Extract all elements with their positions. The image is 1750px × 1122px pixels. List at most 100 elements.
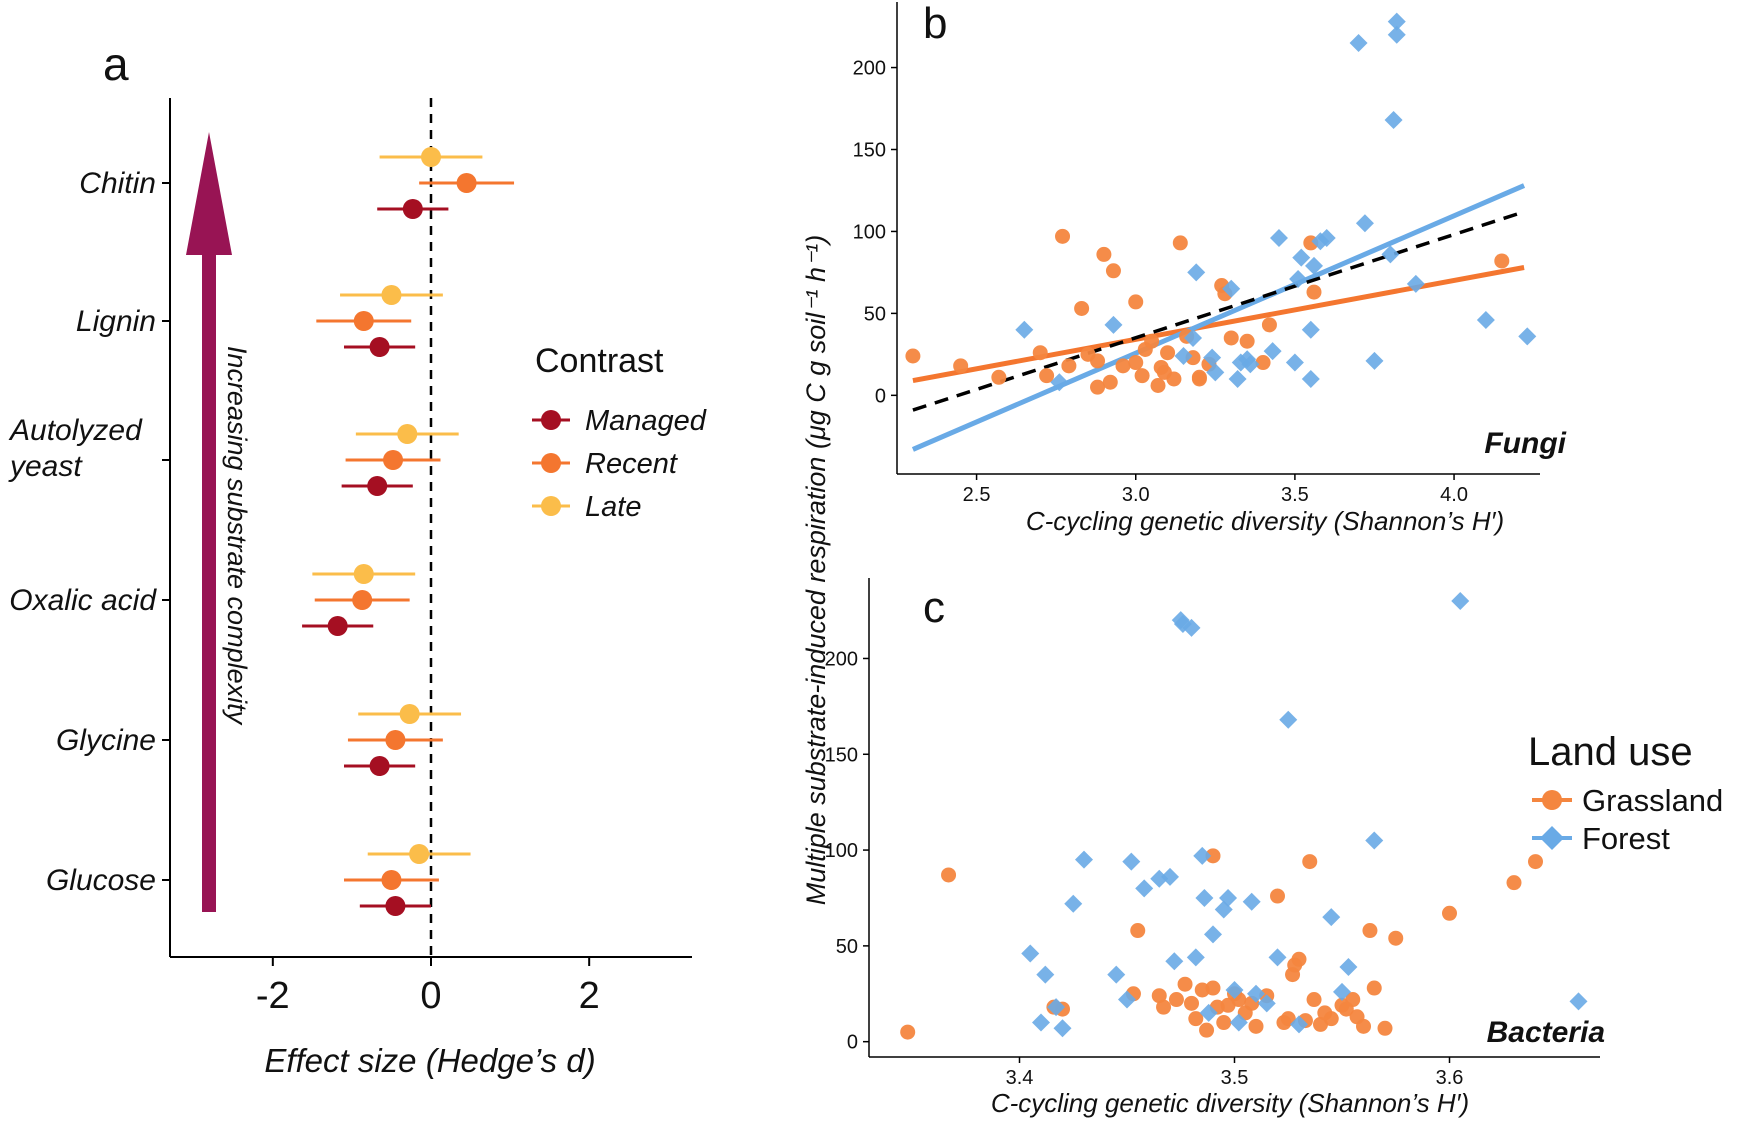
point-forest bbox=[1476, 310, 1495, 329]
point-grassland bbox=[1105, 263, 1121, 279]
point-grassland bbox=[1356, 1018, 1371, 1034]
point-forest bbox=[1387, 12, 1406, 31]
panel-c-label: c bbox=[923, 583, 945, 632]
y-tick-label: 0 bbox=[847, 1032, 858, 1054]
point-grassland bbox=[1150, 378, 1166, 393]
point-managed-glycine bbox=[369, 756, 390, 776]
point-grassland bbox=[1096, 246, 1112, 262]
point-forest bbox=[1135, 879, 1154, 898]
point-forest bbox=[1247, 984, 1265, 1003]
point-forest bbox=[1075, 850, 1093, 869]
point-grassland bbox=[1494, 253, 1510, 269]
point-forest bbox=[1165, 952, 1184, 971]
point-managed-glucose bbox=[385, 896, 406, 916]
point-forest bbox=[1317, 229, 1336, 247]
point-forest bbox=[1263, 342, 1282, 361]
point-forest bbox=[1355, 214, 1374, 233]
point-grassland bbox=[1366, 980, 1382, 996]
point-grassland bbox=[1306, 992, 1322, 1008]
legend-marker-late bbox=[541, 496, 561, 516]
point-recent-glycine bbox=[385, 730, 406, 750]
point-forest bbox=[1222, 279, 1241, 298]
panel-a-x-tick-label: 2 bbox=[579, 975, 600, 1017]
x-tick-label: 3.4 bbox=[1006, 1067, 1034, 1089]
legend-label-managed: Managed bbox=[585, 405, 707, 437]
point-forest bbox=[1184, 328, 1203, 347]
point-forest bbox=[1349, 33, 1368, 52]
point-forest bbox=[1451, 591, 1470, 610]
point-forest bbox=[1381, 245, 1400, 264]
panel-a-x-axis-title: Effect size (Hedge’s d) bbox=[264, 1042, 595, 1079]
legend-label-late: Late bbox=[585, 491, 641, 523]
legend-marker-forest bbox=[1540, 826, 1564, 850]
point-grassland bbox=[1345, 992, 1361, 1008]
point-grassland bbox=[991, 369, 1007, 385]
point-late-autolyzed-yeast bbox=[397, 424, 418, 444]
point-forest bbox=[1301, 369, 1320, 388]
point-forest bbox=[1199, 1003, 1218, 1022]
point-forest bbox=[1285, 353, 1304, 372]
point-forest bbox=[1292, 248, 1311, 267]
point-grassland bbox=[1528, 854, 1543, 870]
point-forest bbox=[1365, 831, 1384, 850]
x-tick-label: 2.5 bbox=[963, 484, 991, 506]
point-forest bbox=[1333, 982, 1351, 1001]
point-grassland bbox=[1362, 923, 1378, 939]
point-grassland bbox=[1074, 300, 1090, 316]
x-tick-label: 3.0 bbox=[1122, 484, 1150, 506]
x-tick-label: 4.0 bbox=[1440, 484, 1468, 506]
point-grassland bbox=[1442, 905, 1457, 921]
point-recent-glucose bbox=[381, 870, 402, 890]
point-grassland bbox=[1115, 358, 1131, 374]
panel-a-points bbox=[302, 147, 515, 916]
point-grassland bbox=[1291, 951, 1307, 967]
point-managed-autolyzed-yeast bbox=[367, 476, 388, 496]
point-forest bbox=[1187, 263, 1206, 282]
contrast-legend: Contrast Managed Recent Late bbox=[532, 342, 707, 523]
y-tick-label: 50 bbox=[864, 303, 886, 325]
y-tick-label: 150 bbox=[825, 744, 858, 766]
point-late-glycine bbox=[399, 704, 420, 724]
point-forest bbox=[1186, 948, 1205, 967]
point-late-glucose bbox=[409, 844, 430, 864]
point-late-oxalic-acid bbox=[353, 564, 374, 584]
point-forest bbox=[1193, 846, 1212, 865]
point-grassland bbox=[1160, 345, 1176, 361]
point-grassland bbox=[1172, 235, 1188, 251]
point-forest bbox=[1387, 25, 1406, 44]
point-forest bbox=[1174, 347, 1193, 365]
point-forest bbox=[1015, 320, 1034, 339]
point-grassland bbox=[1255, 355, 1271, 371]
point-grassland bbox=[1223, 330, 1239, 346]
point-forest bbox=[1229, 1013, 1248, 1032]
point-forest bbox=[1032, 1013, 1050, 1032]
panel-b-label: b bbox=[923, 0, 947, 48]
point-forest bbox=[1204, 925, 1222, 944]
point-forest bbox=[1104, 315, 1123, 334]
point-forest bbox=[1290, 1015, 1308, 1034]
panel-c: 3.4 3.5 3.6 0 50 100 150 200 c Bacteria C-cycli… bbox=[825, 578, 1723, 1118]
panel-c-points bbox=[900, 591, 1588, 1040]
point-grassland bbox=[1130, 923, 1146, 939]
point-grassland bbox=[1102, 374, 1118, 390]
point-grassland bbox=[1506, 875, 1522, 891]
point-grassland bbox=[1039, 368, 1055, 384]
point-managed-oxalic-acid bbox=[327, 616, 348, 636]
point-forest bbox=[1203, 348, 1222, 367]
point-forest bbox=[1219, 888, 1238, 907]
panel-b-ticks: 2.5 3.0 3.5 4.0 0 50 100 150 200 bbox=[853, 58, 1468, 506]
point-grassland bbox=[1166, 371, 1182, 387]
y-tick-label: 50 bbox=[836, 936, 858, 958]
point-grassland bbox=[905, 348, 921, 364]
panel-b-annotation: Fungi bbox=[1484, 427, 1566, 460]
point-late-chitin bbox=[421, 147, 441, 167]
legend-label-forest: Forest bbox=[1582, 821, 1670, 856]
point-forest bbox=[1206, 363, 1225, 382]
point-forest bbox=[1107, 965, 1126, 984]
y-tick-label: 0 bbox=[875, 385, 886, 407]
category-label-autolyzed-yeast-line-1: Autolyzed bbox=[8, 414, 143, 447]
contrast-legend-title: Contrast bbox=[535, 342, 664, 380]
category-label-oxalic-acid: Oxalic acid bbox=[9, 584, 157, 617]
point-forest bbox=[1304, 256, 1323, 275]
